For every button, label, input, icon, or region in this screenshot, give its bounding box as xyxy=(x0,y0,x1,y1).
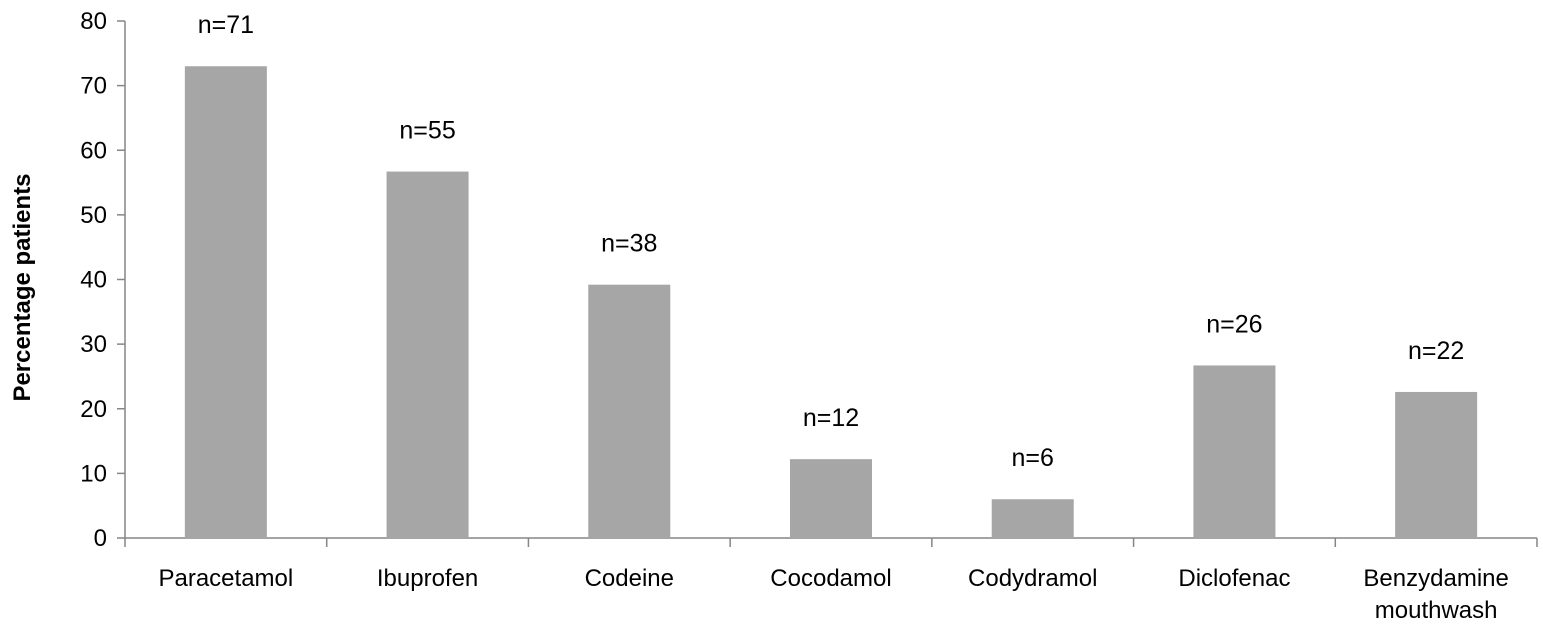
y-tick-label: 70 xyxy=(80,73,107,100)
category-label: Cocodamol xyxy=(770,565,891,592)
bar xyxy=(790,459,872,538)
y-tick-label: 30 xyxy=(80,331,107,358)
y-tick-label: 20 xyxy=(80,396,107,423)
data-label: n=71 xyxy=(198,11,254,39)
y-tick-label: 0 xyxy=(94,525,107,552)
y-axis-title: Percentage patients xyxy=(9,173,36,401)
data-label: n=38 xyxy=(601,230,657,258)
y-tick-label: 40 xyxy=(80,267,107,294)
y-tick-label: 50 xyxy=(80,202,107,229)
data-label: n=6 xyxy=(1012,444,1054,472)
category-label: Codeine xyxy=(585,565,674,592)
category-label: mouthwash xyxy=(1375,597,1498,624)
data-label: n=22 xyxy=(1408,337,1464,365)
labels: n=71 Paracetamol n=55 Ibuprofen n=38 Codeine n… xyxy=(158,11,1508,624)
y-tick-label: 60 xyxy=(80,137,107,164)
bar xyxy=(184,66,267,539)
y-tick-label: 80 xyxy=(80,8,107,35)
data-label: n=26 xyxy=(1206,310,1262,338)
bar xyxy=(588,284,671,538)
axes: 0 10 20 30 40 50 60 70 80 Percentage patients xyxy=(9,8,1538,552)
bar xyxy=(1193,365,1276,538)
data-label: n=12 xyxy=(803,404,859,432)
bar xyxy=(991,499,1074,538)
category-label: Paracetamol xyxy=(158,565,293,592)
category-label: Codydramol xyxy=(968,565,1097,592)
category-label: Ibuprofen xyxy=(377,565,478,592)
bar xyxy=(1395,391,1478,538)
data-label: n=55 xyxy=(399,117,455,145)
bar xyxy=(386,171,469,539)
bars xyxy=(184,66,1478,539)
category-label: Diclofenac xyxy=(1178,565,1290,592)
y-tick-label: 10 xyxy=(80,460,107,487)
category-label: Benzydamine xyxy=(1363,565,1508,592)
